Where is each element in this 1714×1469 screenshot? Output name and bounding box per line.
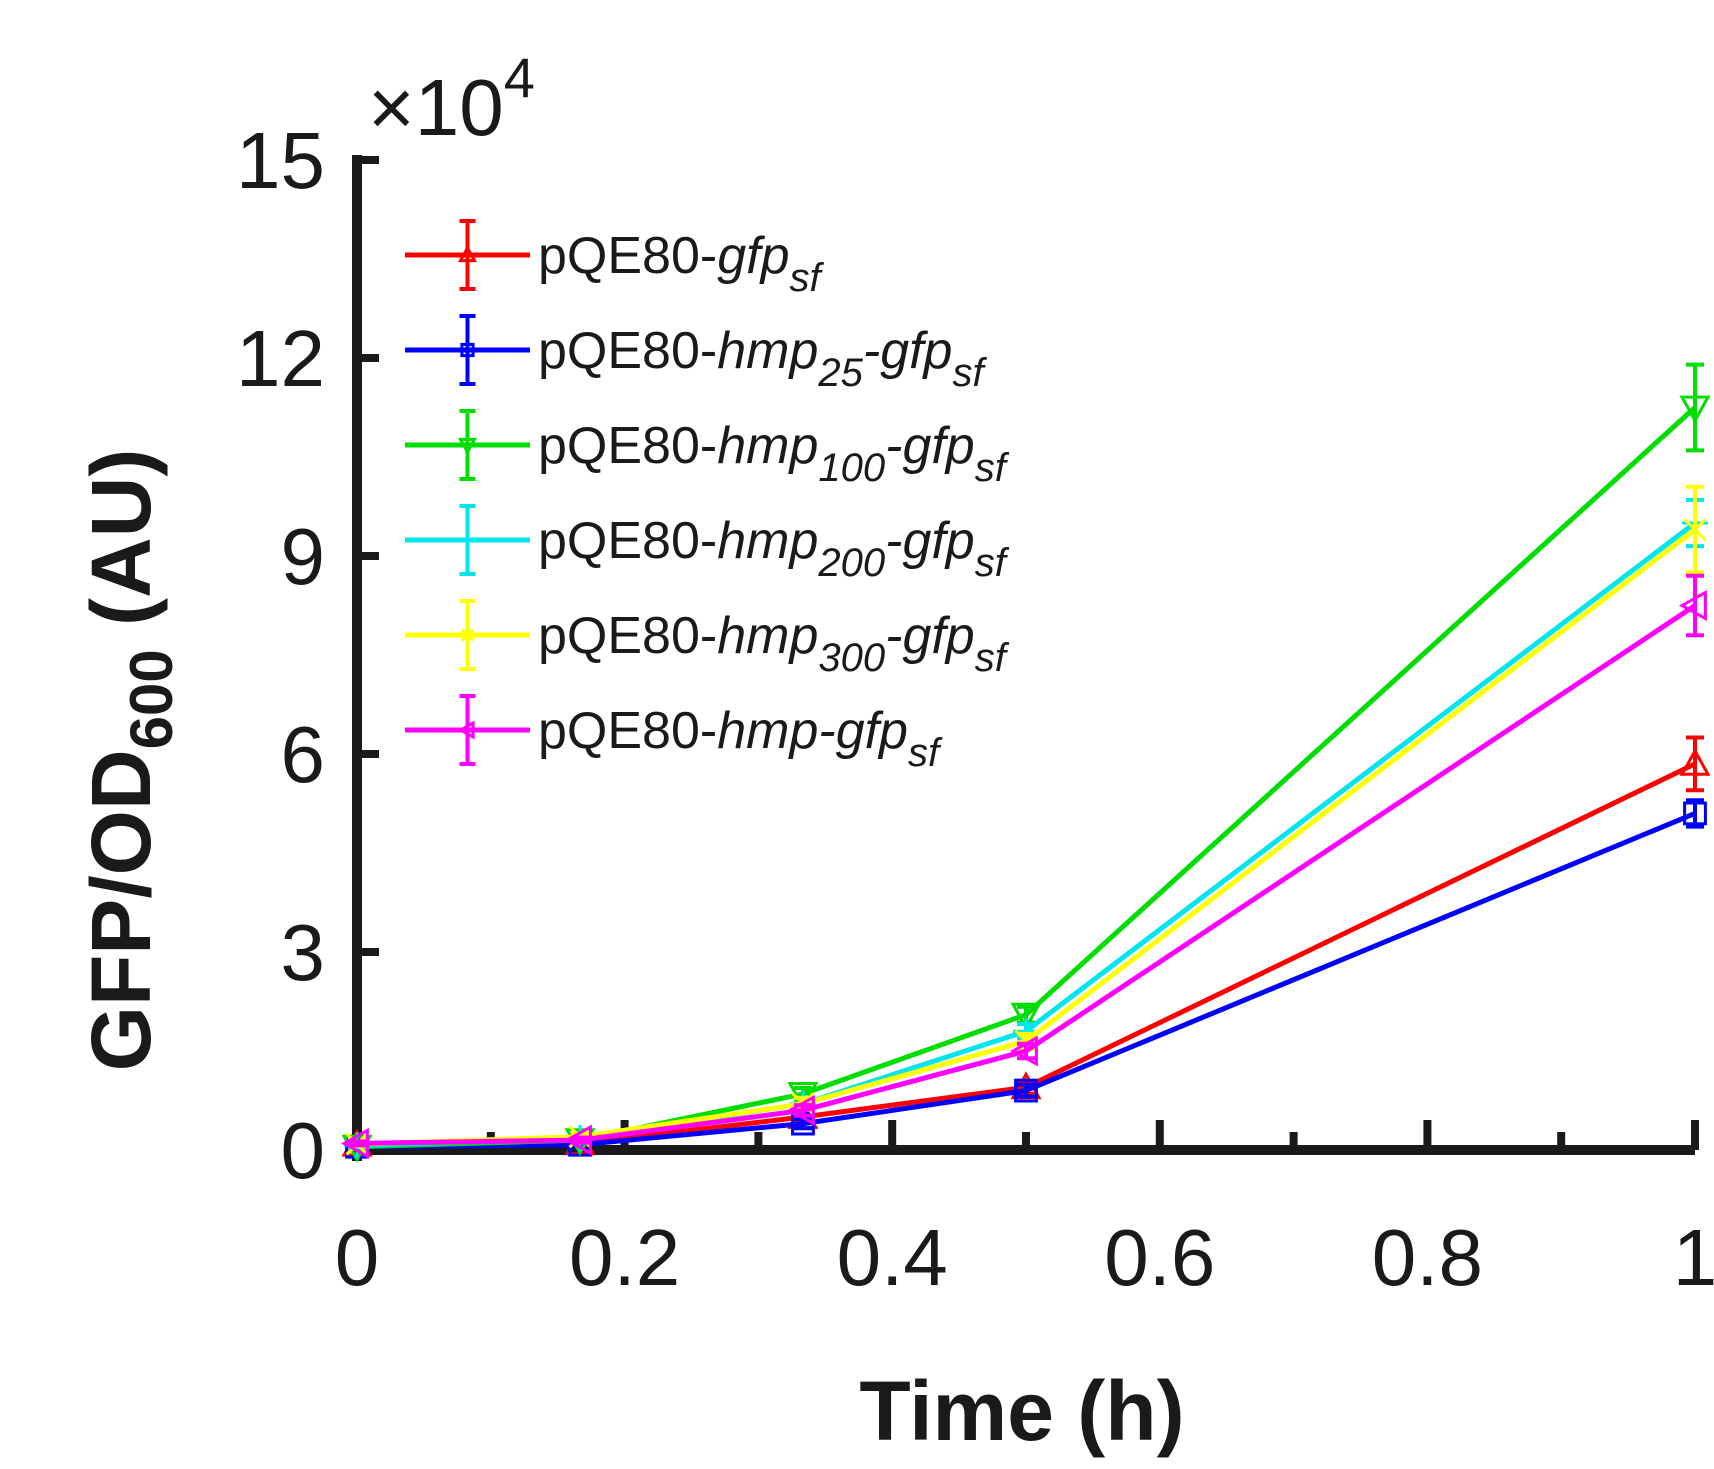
legend-label-part: -gfp [885,607,975,665]
legend-label-part: 25 [817,351,863,395]
legend-label: pQE80-hmp200-gfpsf [538,512,1010,585]
legend-label: pQE80-hmp300-gfpsf [538,607,1010,680]
marker-triangle-up [457,244,478,263]
legend-label-part: sf [790,256,825,300]
legend-entry: pQE80-gfpsf [405,219,825,300]
x-tick-label: 0.4 [837,1213,948,1302]
marker-triangle-left [563,1124,592,1156]
legend-label: pQE80-hmp25-gfpsf [538,322,987,395]
legend-label-part: sf [975,636,1010,680]
y-exponent-power: 4 [504,46,535,109]
x-axis-title: Time (h) [859,1364,1184,1458]
marker-square [460,342,475,358]
marker-triangle-left [1009,1035,1038,1067]
legend-label-part: hmp [717,322,818,380]
legend-label-part: gfp [717,227,789,285]
legend-label-part: -gfp [885,512,975,570]
x-tick-label: 0.2 [569,1213,680,1302]
marker-triangle-left [340,1127,369,1159]
x-tick-label: 0.8 [1372,1213,1483,1302]
legend-label-part: sf [975,446,1010,490]
legend-label: pQE80-hmp100-gfpsf [538,417,1010,490]
series-6 [340,573,1707,1159]
marker-triangle-down [457,437,478,456]
marker-triangle-down [1010,1002,1042,1031]
legend-label-part: 300 [818,636,885,680]
legend-label-part: hmp [717,512,818,570]
legend-label-part: pQE80- [538,512,717,570]
legend-label-part: sf [952,351,987,395]
legend-label-part: -gfp [863,322,953,380]
y-axis-title-sub: 600 [118,649,185,749]
y-tick-label: 0 [281,1106,326,1195]
x-tick-label: 0.6 [1104,1213,1215,1302]
legend-label-part: sf [975,541,1010,585]
marker-triangle-down [1679,395,1711,424]
y-axis-title-unit: (AU) [74,449,168,650]
marker-square [1683,801,1707,826]
legend-label-part: pQE80- [538,322,717,380]
legend-label-part: sf [908,731,943,775]
y-exponent-base: ×10 [368,63,504,152]
legend-entry: pQE80-hmp100-gfpsf [405,409,1010,490]
legend: pQE80-gfpsfpQE80-hmp25-gfpsfpQE80-hmp100… [405,219,1010,775]
marker-triangle-left [786,1094,815,1126]
legend-label-part: -gfp [885,417,975,475]
marker-triangle-up [1679,747,1711,776]
legend-entry: pQE80-hmp300-gfpsf [405,599,1010,680]
marker-triangle-left [1678,589,1707,622]
marker-square [1014,1078,1038,1103]
marker-x [460,628,475,642]
legend-label-part: hmp [717,417,818,475]
marker-plus [460,533,475,547]
legend-label: pQE80-gfpsf [538,227,825,300]
x-tick-label: 0 [335,1213,380,1302]
legend-entry: pQE80-hmp-gfpsf [405,694,943,775]
legend-label-part: hmp-gfp [717,702,908,760]
y-axis-title: GFP/OD600 (AU) [74,449,185,1072]
legend-entry: pQE80-hmp25-gfpsf [405,314,987,395]
legend-label-part: pQE80- [538,702,717,760]
y-axis-title-main: GFP/OD [74,749,168,1071]
axes: 0 3 6 9 12 15 0 0.2 0.4 0.6 0.8 1 [236,116,1714,1302]
legend-label-part: hmp [717,607,818,665]
x-tick-label: 1 [1673,1213,1714,1302]
y-tick-label: 12 [236,314,325,403]
y-tick-label: 3 [281,908,326,997]
legend-label-part: 100 [818,446,885,490]
series-2 [345,798,1707,1159]
y-tick-label: 15 [236,116,325,205]
y-axis-exponent: ×104 [368,46,535,152]
y-tick-label: 9 [281,512,326,601]
legend-label-part: 200 [817,541,885,585]
y-tick-label: 6 [281,710,326,799]
legend-label-part: pQE80- [538,417,717,475]
marker-triangle-left [457,720,475,740]
legend-label: pQE80-hmp-gfpsf [538,702,943,775]
legend-label-part: pQE80- [538,607,717,665]
legend-label-part: pQE80- [538,227,717,285]
series-layer [340,362,1711,1163]
legend-entry: pQE80-hmp200-gfpsf [405,504,1010,585]
marker-x [1683,518,1707,542]
